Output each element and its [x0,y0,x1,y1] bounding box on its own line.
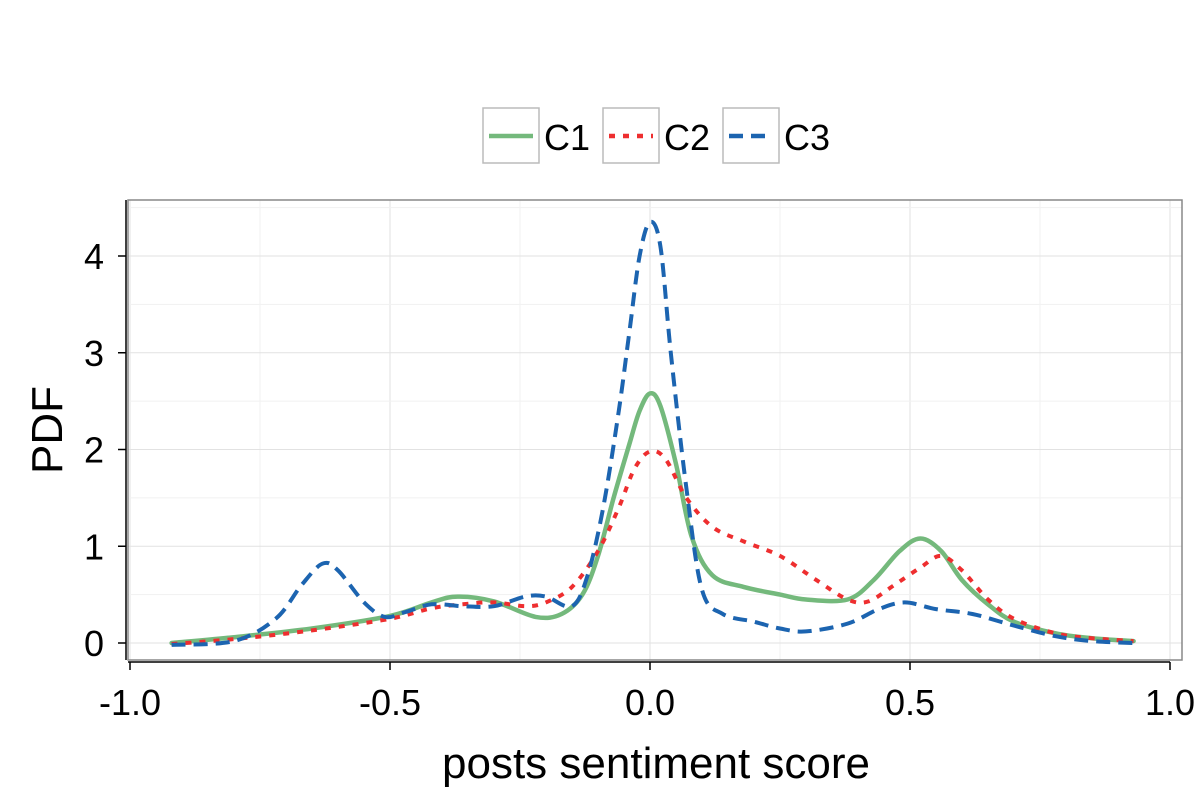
grid [128,200,1182,660]
x-tick-label: -0.5 [359,682,421,723]
x-tick-label: -1.0 [99,682,161,723]
legend-label-c1: C1 [544,117,590,158]
series-line-c2 [171,448,1134,646]
y-tick-label: 2 [84,430,104,471]
x-tick-label: 0.0 [625,682,675,723]
series-line-c3 [171,219,1134,647]
legend: C1 C2 C3 [482,107,830,164]
tick-marks [118,255,1171,670]
y-tick-label: 1 [84,526,104,567]
y-tick-label: 3 [84,333,104,374]
y-tick-label: 0 [84,623,104,664]
x-tick-label: 0.5 [885,682,935,723]
axes [125,200,1170,663]
legend-label-c3: C3 [784,117,830,158]
y-axis-title: PDF [23,386,72,474]
series-line-c1 [169,390,1136,646]
plot-panel [127,199,1183,661]
x-tick-label: 1.0 [1145,682,1195,723]
series-lines [169,219,1136,647]
x-axis-title: posts sentiment score [442,739,870,788]
y-tick-label: 4 [84,236,104,277]
legend-label-c2: C2 [664,117,710,158]
tick-labels: -1.0 -0.5 0.0 0.5 1.0 0 1 2 3 4 [84,236,1195,723]
